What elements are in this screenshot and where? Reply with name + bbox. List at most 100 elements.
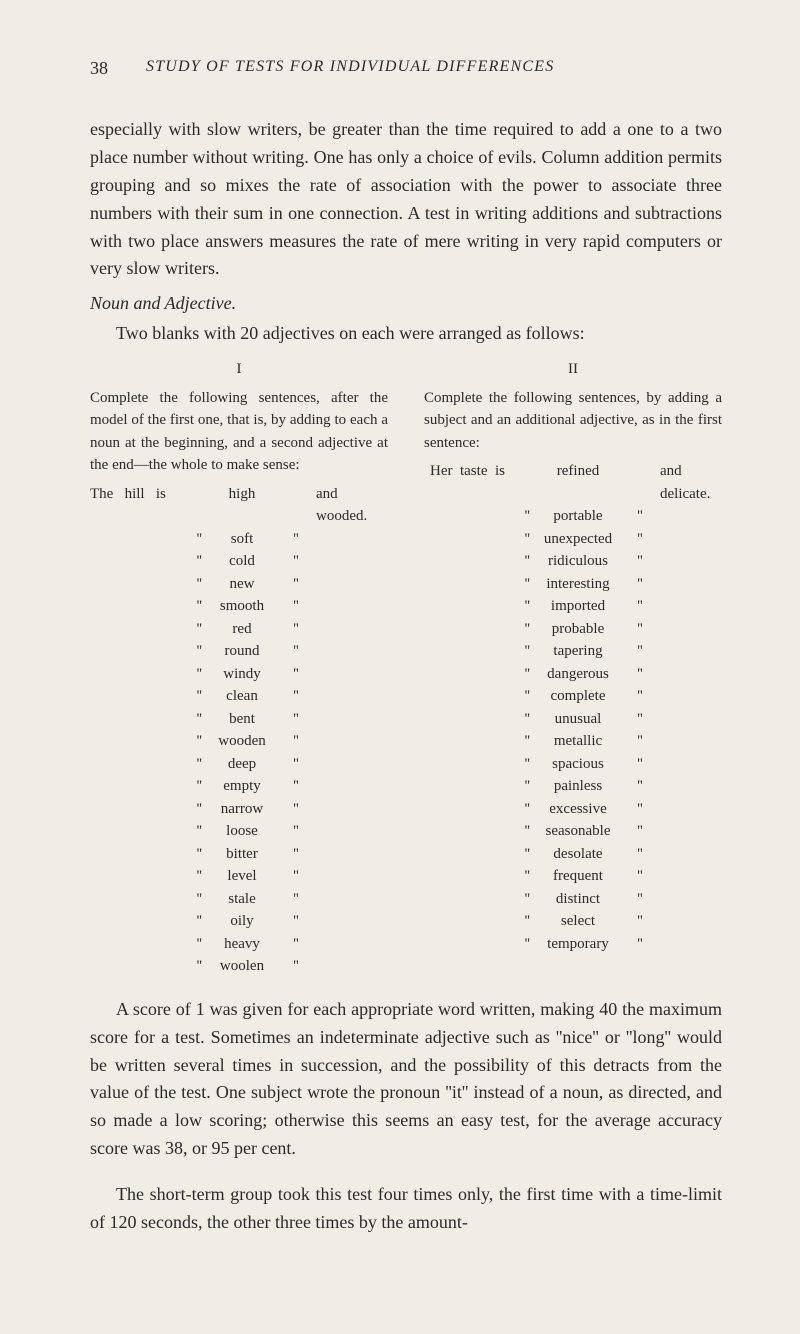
ditto-mark: '' — [626, 888, 654, 911]
ditto-mark: '' — [626, 595, 654, 618]
adjective-word: red — [202, 618, 282, 641]
list-item: ''dangerous'' — [424, 663, 722, 686]
ditto-mark: '' — [626, 708, 654, 731]
adjective-word: round — [202, 640, 282, 663]
list-item: ''stale'' — [90, 888, 388, 911]
list-item: ''heavy'' — [90, 933, 388, 956]
adjective-word: complete — [530, 685, 626, 708]
list-item: ''painless'' — [424, 775, 722, 798]
ditto-mark: '' — [502, 798, 530, 821]
ditto-mark: '' — [626, 640, 654, 663]
list-item: ''spacious'' — [424, 753, 722, 776]
ditto-mark: '' — [502, 618, 530, 641]
ditto-mark: '' — [282, 843, 310, 866]
adjective-word: heavy — [202, 933, 282, 956]
ditto-mark: '' — [174, 888, 202, 911]
ditto-mark: '' — [626, 933, 654, 956]
column-2: II Complete the following sentences, by … — [424, 358, 722, 978]
ditto-mark: '' — [282, 550, 310, 573]
ditto-mark: '' — [282, 663, 310, 686]
list-item: ''level'' — [90, 865, 388, 888]
list-item: ''desolate'' — [424, 843, 722, 866]
list-item: ''ridiculous'' — [424, 550, 722, 573]
ditto-mark: '' — [174, 775, 202, 798]
list-item: ''windy'' — [90, 663, 388, 686]
ditto-mark: '' — [502, 843, 530, 866]
ditto-mark: '' — [174, 708, 202, 731]
adjective-word: painless — [530, 775, 626, 798]
lead-text: Her taste is — [424, 460, 502, 483]
ditto-mark: '' — [174, 618, 202, 641]
ditto-mark: '' — [502, 595, 530, 618]
adjective-word: empty — [202, 775, 282, 798]
col1-head: I — [90, 358, 388, 381]
list-item: ''portable'' — [424, 505, 722, 528]
adjective-word: distinct — [530, 888, 626, 911]
ditto-mark: '' — [282, 933, 310, 956]
two-columns: I Complete the following sentences, afte… — [90, 358, 722, 978]
ditto-mark: '' — [626, 753, 654, 776]
running-head: STUDY OF TESTS FOR INDIVIDUAL DIFFERENCE… — [146, 58, 554, 76]
col2-word-list: Her taste isrefinedand delicate.''portab… — [424, 460, 722, 955]
ditto-mark: '' — [282, 820, 310, 843]
list-item: ''round'' — [90, 640, 388, 663]
col1-word-list: The hill ishighand wooded.''soft''''cold… — [90, 483, 388, 978]
adjective-word: woolen — [202, 955, 282, 978]
adjective-word: portable — [530, 505, 626, 528]
paragraph-2: Two blanks with 20 adjectives on each we… — [90, 320, 722, 348]
ditto-mark: '' — [174, 843, 202, 866]
ditto-mark: '' — [174, 820, 202, 843]
list-item: ''bitter'' — [90, 843, 388, 866]
section-title: Noun and Adjective. — [90, 293, 722, 314]
adjective-word: probable — [530, 618, 626, 641]
adjective-word: smooth — [202, 595, 282, 618]
adjective-word: soft — [202, 528, 282, 551]
adjective-word: tapering — [530, 640, 626, 663]
list-item: ''red'' — [90, 618, 388, 641]
ditto-mark: '' — [626, 528, 654, 551]
col1-desc: Complete the following sentences, after … — [90, 387, 388, 477]
closing-paragraph-1: A score of 1 was given for each appropri… — [90, 996, 722, 1163]
ditto-mark: '' — [174, 933, 202, 956]
list-item: ''soft'' — [90, 528, 388, 551]
list-item: ''smooth'' — [90, 595, 388, 618]
list-item: ''unusual'' — [424, 708, 722, 731]
list-item: ''narrow'' — [90, 798, 388, 821]
adjective-word: loose — [202, 820, 282, 843]
ditto-mark: '' — [174, 910, 202, 933]
adjective-word: unexpected — [530, 528, 626, 551]
ditto-mark: '' — [626, 505, 654, 528]
list-item: ''complete'' — [424, 685, 722, 708]
ditto-mark: '' — [174, 798, 202, 821]
adjective-word: refined — [530, 460, 626, 483]
ditto-mark: '' — [174, 955, 202, 978]
ditto-mark: '' — [174, 685, 202, 708]
list-item: ''metallic'' — [424, 730, 722, 753]
list-item: ''seasonable'' — [424, 820, 722, 843]
adjective-word: excessive — [530, 798, 626, 821]
ditto-mark: '' — [282, 528, 310, 551]
ditto-mark: '' — [502, 685, 530, 708]
ditto-mark: '' — [282, 775, 310, 798]
ditto-mark: '' — [626, 573, 654, 596]
adjective-word: unusual — [530, 708, 626, 731]
ditto-mark: '' — [502, 933, 530, 956]
ditto-mark: '' — [282, 888, 310, 911]
adjective-word: interesting — [530, 573, 626, 596]
list-item: ''temporary'' — [424, 933, 722, 956]
ditto-mark: '' — [174, 663, 202, 686]
list-item: ''loose'' — [90, 820, 388, 843]
ditto-mark: '' — [282, 865, 310, 888]
adjective-word: level — [202, 865, 282, 888]
ditto-mark: '' — [502, 505, 530, 528]
ditto-mark: '' — [174, 753, 202, 776]
list-item: ''excessive'' — [424, 798, 722, 821]
list-item: ''new'' — [90, 573, 388, 596]
ditto-mark: '' — [282, 910, 310, 933]
adjective-word: clean — [202, 685, 282, 708]
ditto-mark: '' — [502, 708, 530, 731]
ditto-mark: '' — [174, 528, 202, 551]
adjective-word: high — [202, 483, 282, 506]
col2-head: II — [424, 358, 722, 381]
list-item: ''interesting'' — [424, 573, 722, 596]
